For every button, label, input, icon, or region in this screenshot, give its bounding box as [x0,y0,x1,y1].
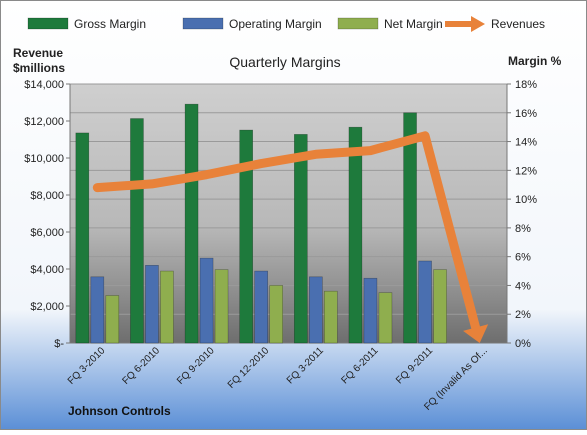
bar-net-margin [105,295,120,344]
legend-label: Operating Margin [229,17,322,31]
revenues-arrowhead [463,324,489,343]
bar-net-margin [269,285,283,344]
right-tick-label: 6% [515,252,531,264]
legend-label: Net Margin [384,17,443,31]
legend-label: Revenues [491,17,545,31]
bar-gross-margin [348,126,363,344]
left-axis-title-line1: Revenue [13,46,63,60]
chart-title: Quarterly Margins [229,54,340,70]
legend-label: Gross Margin [74,17,146,31]
right-tick-label: 4% [515,280,531,292]
left-tick-label: $2,000 [30,301,64,313]
bar-operating-margin [363,277,378,344]
bar-gross-margin [239,129,253,344]
bars [75,103,447,344]
left-axis-title-line2: $millions [13,61,65,75]
revenues-line [92,131,481,333]
right-tick-label: 16% [515,108,537,120]
bar-operating-margin [309,276,323,344]
right-tick-label: 2% [515,309,531,321]
company-label: Johnson Controls [68,404,171,418]
right-tick-label: 0% [515,338,531,350]
bar-gross-margin [75,132,90,344]
right-axis-ticks: 0% 2% 4% 6% 8% 10% 12% 14% 16% 18% [506,79,537,350]
bar-gross-margin [294,134,308,344]
bar-operating-margin [90,276,105,344]
left-tick-label: $- [54,338,64,350]
left-tick-label: $4,000 [30,264,64,276]
bar-net-margin [433,269,447,344]
bar-net-margin [378,292,393,344]
bar-operating-margin [418,260,432,344]
bar-net-margin [214,269,229,344]
legend-swatch-revenues-arrow [471,16,485,32]
bar-net-margin [160,270,174,344]
legend-swatch-operating-margin [182,17,224,30]
legend-swatch-gross-margin [27,17,69,30]
bar-gross-margin [403,112,417,344]
right-axis-title: Margin % [508,54,562,68]
legend: Gross Margin Operating Margin Net Margin Re… [27,16,545,32]
right-tick-label: 18% [515,79,537,91]
bar-net-margin [324,290,338,344]
right-tick-label: 8% [515,223,531,235]
bar-gross-margin [184,103,199,344]
left-tick-label: $6,000 [30,227,64,239]
left-tick-label: $10,000 [24,153,64,165]
legend-swatch-net-margin [337,17,379,30]
left-tick-label: $12,000 [24,116,64,128]
bar-operating-margin [145,264,159,344]
right-tick-label: 14% [515,137,537,149]
left-tick-label: $8,000 [30,190,64,202]
right-tick-label: 10% [515,194,537,206]
revenue-line [92,131,489,343]
right-tick-label: 12% [515,165,537,177]
bar-operating-margin [254,270,268,344]
left-tick-label: $14,000 [24,79,64,91]
bar-gross-margin [130,118,144,344]
bar-operating-margin [199,257,214,344]
